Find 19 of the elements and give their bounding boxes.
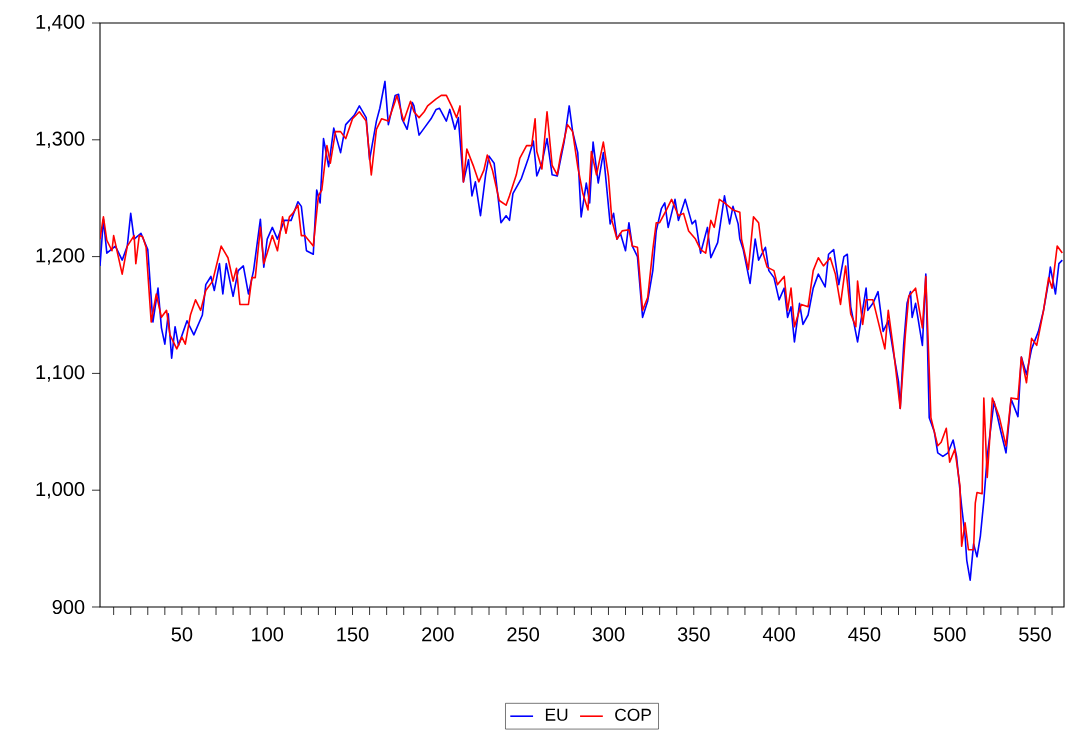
y-tick-label: 1,200 [36, 248, 85, 265]
x-tick-label: 300 [592, 627, 625, 642]
x-tick-label: 100 [252, 627, 284, 642]
x-tick-label: 200 [422, 627, 454, 642]
y-tick-label: 1,300 [36, 131, 85, 149]
x-tick-label: 50 [171, 627, 193, 642]
y-tick-label: 1,100 [36, 365, 85, 382]
y-tick-label: 900 [52, 599, 85, 615]
legend-label: EU [545, 708, 568, 721]
x-tick-label: 250 [507, 627, 540, 642]
x-tick-label: 550 [1019, 627, 1051, 642]
x-tick-label: 400 [762, 627, 795, 642]
y-tick-label: 1,400 [36, 14, 85, 32]
y-tick-label: 1,000 [36, 481, 85, 499]
x-tick-label: 450 [848, 627, 881, 642]
x-tick-label: 500 [933, 627, 966, 642]
x-tick-label: 350 [677, 627, 710, 642]
legend-label: COP [615, 708, 651, 721]
x-tick-label: 150 [337, 627, 369, 642]
